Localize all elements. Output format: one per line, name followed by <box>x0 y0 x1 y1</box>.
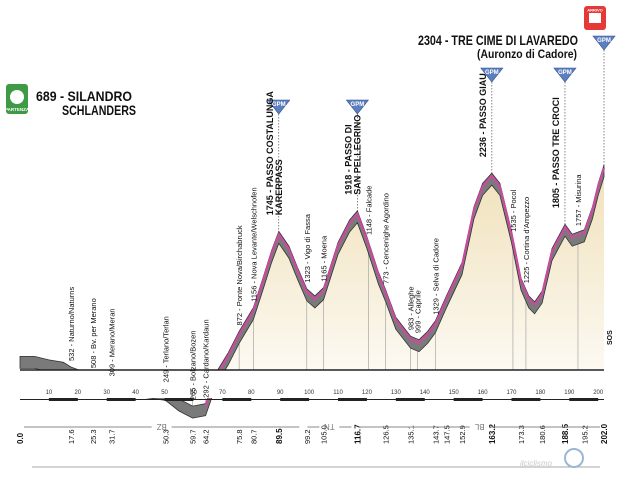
gpm-badge-text: GPM <box>272 102 286 108</box>
waypoint-label: 265 - Bolzano/Bozen <box>189 330 198 400</box>
km-tick-label: 126.5 <box>382 425 391 444</box>
scale-mark-label: 50 <box>161 390 168 396</box>
km-tick-label: 105.0 <box>320 425 329 444</box>
km-tick-label: 147.5 <box>442 425 451 444</box>
km-tick-label: 152.9 <box>458 425 467 444</box>
waypoint-label: 1148 - Falcade <box>364 186 373 235</box>
km-tick-label: 195.2 <box>580 425 589 444</box>
km-tick-label: 135.1 <box>407 425 416 444</box>
baseline-band <box>20 370 604 398</box>
scale-mark-label: 150 <box>449 390 460 396</box>
finish-label: 2304 - TRE CIME DI LAVAREDO <box>418 32 578 48</box>
profile-area <box>20 177 604 419</box>
scale-mark-label: 60 <box>190 390 197 396</box>
start-label: 689 - SILANDRO <box>36 88 132 104</box>
scale-mark-label: 70 <box>219 390 226 396</box>
gpm-badge-text: GPM <box>558 70 572 76</box>
gpm-badge-text: GPM <box>485 70 499 76</box>
finish-marker: 2304 - TRE CIME DI LAVAREDO (Auronzo di … <box>418 6 606 61</box>
km-tick-label: 50.3 <box>161 429 170 444</box>
scale-mark-label: 80 <box>248 390 255 396</box>
scale-mark-label: 130 <box>391 390 402 396</box>
gpm-label: 1745 - PASSO COSTALUNGA <box>265 91 275 216</box>
waypoint-label: 1165 - Moena <box>320 235 329 282</box>
km-tick-label: 89.5 <box>275 428 284 444</box>
km-tick-label: 0.0 <box>16 432 25 444</box>
km-tick-label: 180.6 <box>538 425 547 444</box>
climb-highlight-line <box>204 167 606 408</box>
waypoint-label: 1225 - Cortina d'Ampezzo <box>522 197 531 283</box>
scale-mark-label: 10 <box>46 390 53 396</box>
gpm-label-2: KARERPASS <box>274 159 284 215</box>
waypoint-label: 292 - Cardano/Kardaun <box>202 319 211 397</box>
start-icon-dot <box>10 90 24 104</box>
km-tick-label: 17.6 <box>67 429 76 444</box>
gpm-badge-icon <box>480 67 504 83</box>
scale-mark-label: 190 <box>564 390 575 396</box>
province-code: BZ <box>156 422 166 431</box>
scale-mark-label: 20 <box>74 390 81 396</box>
watermark-logo-icon <box>564 448 584 468</box>
gpm-badge-icon <box>553 67 577 83</box>
waypoint-label: 1329 - Selva di Cadore <box>431 238 440 315</box>
finish-icon-text: ARRIVO <box>587 8 603 13</box>
km-tick-label: 80.7 <box>249 429 258 444</box>
gpm-label: 1918 - PASSO DI <box>343 124 353 194</box>
scale-mark-label: 180 <box>535 390 546 396</box>
gpm-label: 1805 - PASSO TRE CROCI <box>551 97 561 208</box>
km-tick-label: 75.8 <box>235 429 244 444</box>
start-icon-text: PARTENZA <box>5 107 30 112</box>
km-tick-label: 202.0 <box>600 423 609 444</box>
waypoint-label: 1323 - Vigo di Fassa <box>303 213 312 282</box>
waypoint-label: 999 - Caprile <box>414 290 423 333</box>
gpm-label-2: SAN PELLEGRINO <box>352 115 362 195</box>
km-tick-label: 143.7 <box>431 425 440 444</box>
waypoint-label: 872 - Ponte Nova/Birchabruck <box>235 225 244 325</box>
waypoint-label: 309 - Merano/Meran <box>108 308 117 376</box>
scale-mark-label: 200 <box>593 390 604 396</box>
km-tick-label: 31.7 <box>108 429 117 444</box>
scale-mark-label: 160 <box>478 390 489 396</box>
km-tick-label: 64.2 <box>202 429 211 444</box>
scale-mark-label: 110 <box>333 390 343 396</box>
km-tick-label: 173.3 <box>517 425 526 444</box>
finish-label-2: (Auronzo di Cadore) <box>477 47 577 61</box>
waypoint-label: 1535 - Pocol <box>509 189 518 231</box>
scale-mark-label: 120 <box>362 390 373 396</box>
gpm-label: 2236 - PASSO GIAU <box>478 73 488 157</box>
scale-mark-label: 100 <box>304 390 315 396</box>
waypoint-label: 1156 - Nova Levante/Welschnofen <box>249 187 258 301</box>
scale-mark-label: 40 <box>132 390 139 396</box>
waypoint-label: 1757 - Misurina <box>574 174 583 227</box>
start-marker: PARTENZA 689 - SILANDRO SCHLANDERS <box>5 84 136 118</box>
start-label-2: SCHLANDERS <box>62 102 136 118</box>
remaining-label: SOS <box>607 330 614 345</box>
km-tick-label: 116.7 <box>353 424 362 444</box>
waypoint-label: 508 - Bv. per Merano <box>89 298 98 368</box>
gpm-badge-icon <box>592 35 616 51</box>
km-tick-label: 188.5 <box>561 423 570 444</box>
km-tick-label: 25.3 <box>89 429 98 444</box>
scale-mark-label: 170 <box>506 390 517 396</box>
scale-mark-label: 30 <box>103 390 110 396</box>
gpm-badge-icon <box>267 99 291 115</box>
km-tick-label: 99.2 <box>303 429 312 444</box>
waypoint-label: 249 - Terlano/Terlan <box>161 316 170 382</box>
gpm-badge-text: GPM <box>597 38 611 44</box>
province-code: BL <box>474 422 484 431</box>
gpm-badge-icon <box>345 99 370 115</box>
waypoint-label: 983 - Alleghe <box>407 286 416 330</box>
waypoint-label: 773 - Cencenighe Agordino <box>382 193 391 284</box>
watermark: ilciclismo <box>520 459 553 468</box>
finish-icon-flag <box>589 13 601 23</box>
waypoint-label: 532 - Naturno/Naturns <box>67 287 76 361</box>
km-tick-label: 59.7 <box>189 429 198 444</box>
scale-mark-label: 90 <box>277 390 284 396</box>
province-code: TN <box>324 422 335 431</box>
gpm-badge-text: GPM <box>351 102 365 108</box>
km-tick-label: 163.2 <box>488 423 497 444</box>
scale-mark-label: 140 <box>420 390 431 396</box>
